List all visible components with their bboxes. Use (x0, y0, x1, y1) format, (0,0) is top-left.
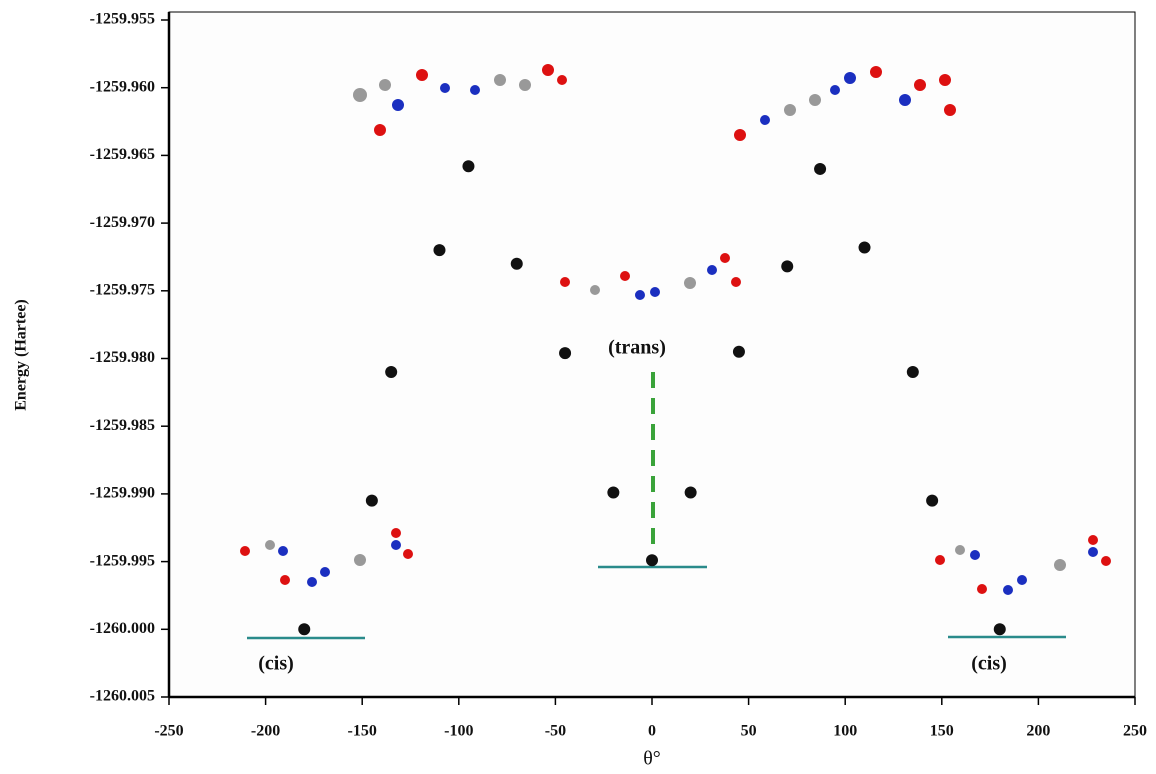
data-point (559, 347, 571, 359)
chart: θ° Energy (Hartee) -1259.955 -1259.960 -12… (0, 0, 1156, 774)
x-tick-label: -200 (251, 723, 280, 740)
data-point (607, 487, 619, 499)
x-tick-label: 50 (741, 723, 757, 740)
y-tick-label: -1259.965 (90, 146, 155, 163)
y-axis-title: Energy (Hartee) (13, 299, 30, 411)
data-point (814, 163, 826, 175)
x-tick-label: 100 (833, 723, 857, 740)
data-point (859, 241, 871, 253)
data-point (646, 554, 658, 566)
x-tick-label: -50 (545, 723, 566, 740)
y-tick-label: -1259.980 (90, 349, 155, 366)
data-point (462, 160, 474, 172)
data-point (733, 346, 745, 358)
y-tick-label: -1260.005 (90, 688, 155, 705)
annotation: (cis) (258, 653, 294, 675)
x-tick-label: 200 (1026, 723, 1050, 740)
data-point (907, 366, 919, 378)
y-tick-label: -1259.955 (90, 11, 155, 28)
y-tick-label: -1259.995 (90, 552, 155, 569)
x-tick-label: 0 (648, 723, 656, 740)
x-tick-label: 150 (930, 723, 954, 740)
data-point (926, 495, 938, 507)
x-tick-label: 250 (1123, 723, 1147, 740)
y-tick-label: -1259.990 (90, 485, 155, 502)
annotation: (cis) (971, 653, 1007, 675)
data-point (994, 623, 1006, 635)
y-tick-label: -1259.970 (90, 214, 155, 231)
data-point (685, 487, 697, 499)
page: θ° Energy (Hartee) -1259.955 -1259.960 -12… (0, 0, 1156, 774)
y-tick-label: -1259.960 (90, 78, 155, 95)
x-tick-label: -250 (154, 723, 183, 740)
data-point (366, 495, 378, 507)
data-point (298, 623, 310, 635)
x-axis-title: θ° (643, 748, 661, 770)
y-tick-label: -1260.000 (90, 620, 155, 637)
data-point (433, 244, 445, 256)
x-tick-label: -100 (444, 723, 473, 740)
data-point (385, 366, 397, 378)
y-tick-label: -1259.985 (90, 417, 155, 434)
y-tick-label: -1259.975 (90, 281, 155, 298)
x-tick-label: -150 (348, 723, 377, 740)
annotation: (trans) (608, 337, 666, 359)
data-point (781, 260, 793, 272)
data-point (511, 258, 523, 270)
